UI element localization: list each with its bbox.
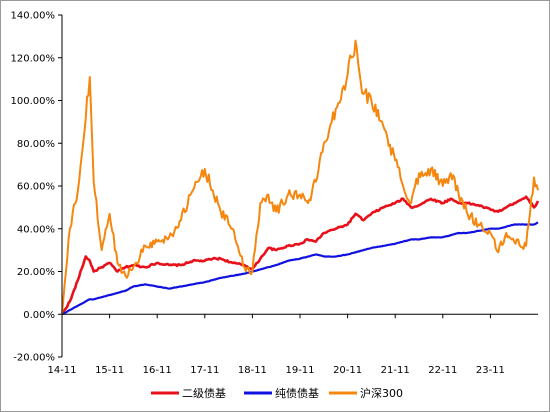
legend-label-2: 纯债债基	[275, 386, 319, 400]
y-tick-label: 120.00%	[11, 53, 56, 64]
y-tick-label: 20.00%	[17, 267, 55, 278]
x-tick-label: 16-11	[143, 365, 172, 376]
x-tick-label: 17-11	[190, 365, 219, 376]
x-tick-label: 23-11	[476, 365, 505, 376]
series-line-2	[61, 221, 539, 316]
y-tick-label: 40.00%	[17, 224, 55, 235]
y-tick-label: 60.00%	[17, 182, 55, 193]
legend-label-3: 沪深300	[360, 386, 403, 400]
x-tick-label: 21-11	[381, 365, 410, 376]
axes	[61, 15, 538, 357]
y-tick-label: 80.00%	[17, 139, 55, 150]
x-tick-label: 22-11	[428, 365, 457, 376]
series-line-1	[60, 195, 540, 315]
y-axis-ticks: -20.00% 0.00% 20.00% 40.00% 60.00% 80.00% 100.…	[11, 11, 62, 364]
x-tick-label: 15-11	[95, 365, 124, 376]
x-tick-label: 18-11	[238, 365, 267, 376]
y-tick-label: 100.00%	[11, 96, 56, 107]
x-tick-label: 20-11	[333, 365, 362, 376]
series-line-3	[61, 39, 539, 315]
x-tick-label: 19-11	[285, 365, 314, 376]
y-tick-label: 140.00%	[11, 11, 56, 22]
legend-label-1: 二级债基	[182, 386, 226, 400]
legend: 二级债基 纯债债基 沪深300	[151, 386, 403, 400]
y-tick-label: 0.00%	[23, 310, 55, 321]
series-lines	[60, 39, 540, 316]
x-axis-ticks: 14-11 15-11 16-11 17-11 18-11 19-11 20-11 21-11…	[47, 314, 505, 376]
y-tick-label: -20.00%	[13, 353, 55, 364]
x-tick-label: 14-11	[47, 365, 76, 376]
